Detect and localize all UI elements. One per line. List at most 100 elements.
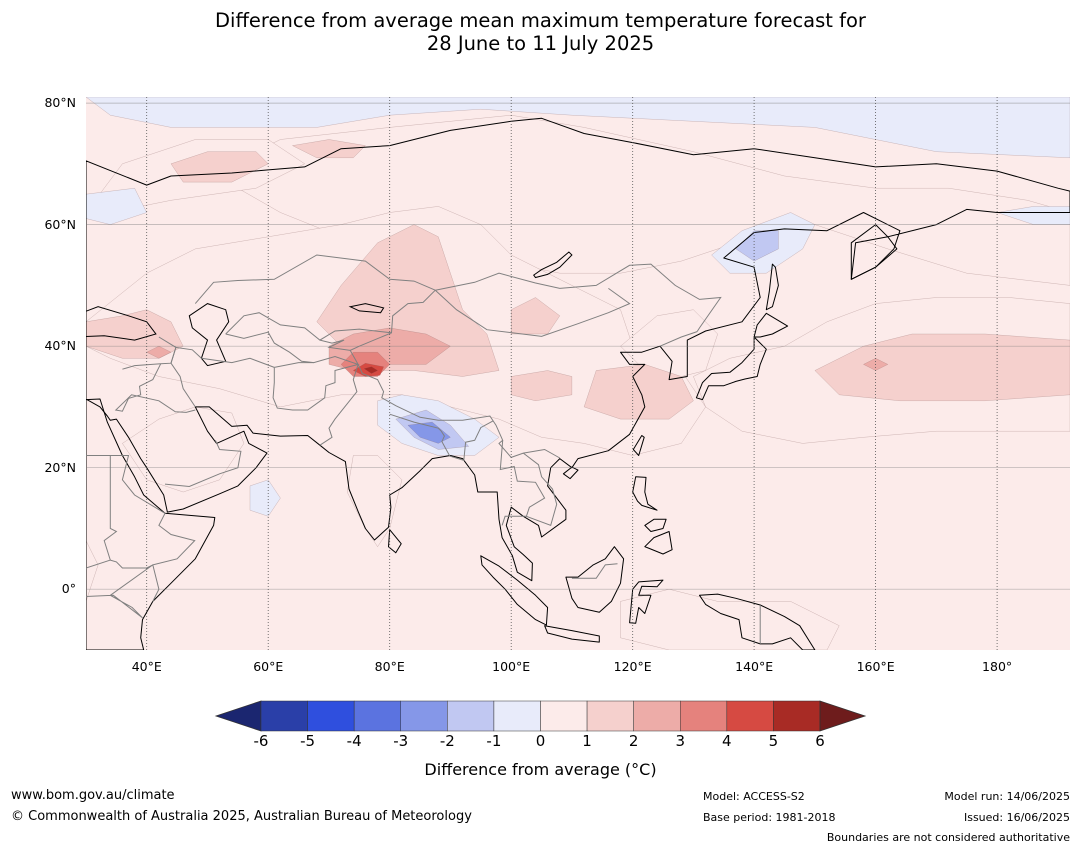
lon-label: 60°E <box>253 659 284 674</box>
border-horn-of-africa <box>98 455 196 602</box>
coastline-mindanao <box>644 531 673 555</box>
colorbar-swatch <box>353 700 402 732</box>
anomaly-region-arctic-cool <box>86 97 1070 159</box>
colorbar-swatch <box>493 700 541 732</box>
lat-label: 80°N <box>44 95 76 111</box>
colorbar-tick-label: 0 <box>535 732 546 750</box>
copyright-text: © Commonwealth of Australia 2025, Austra… <box>11 809 472 824</box>
colorbar-swatch <box>260 700 308 732</box>
anomaly-region-africa-warm <box>86 540 99 602</box>
lon-label: 40°E <box>131 659 162 674</box>
colorbar-swatch <box>307 700 355 732</box>
colorbar-tick-label: -1 <box>486 732 502 750</box>
colorbar-swatch <box>586 700 634 732</box>
colorbar-over-arrow <box>819 700 867 732</box>
border-layer <box>86 254 761 644</box>
border-china-west <box>349 332 561 459</box>
anomaly-region-china-warm-2 <box>583 364 694 420</box>
colorbar-tick-label: 4 <box>722 732 732 750</box>
colorbar-swatch <box>773 700 821 732</box>
coastline-sakhalin <box>765 263 779 311</box>
border-sudan <box>86 455 118 569</box>
base-period: Base period: 1981-2018 <box>703 811 836 824</box>
coastline-eurasia-mainland <box>86 117 1070 582</box>
lon-label: 100°E <box>492 659 531 674</box>
anomaly-region-pamir-warm-6 <box>363 366 379 374</box>
coastline-africa-horn <box>86 398 216 650</box>
anomaly-region-caspian-warm-3 <box>146 345 172 359</box>
coastline-layer <box>86 117 1070 650</box>
anomaly-region-india-warm <box>346 455 403 548</box>
border-uzbek-kyrgyz <box>319 339 351 351</box>
lake-black-sea <box>86 306 157 341</box>
coastline-borneo <box>565 546 625 613</box>
colorbar-tick-label: -2 <box>439 732 455 750</box>
coastline-taiwan <box>632 435 645 456</box>
forecast-map <box>86 97 1070 650</box>
coastline-java <box>544 625 600 643</box>
map-canvas <box>86 97 1070 650</box>
border-borneo-border <box>571 563 618 579</box>
border-russia-mongolia-china <box>435 263 722 332</box>
border-mongolia-china <box>434 287 631 337</box>
anomaly-region-mongolia-warm-2 <box>510 297 561 335</box>
colorbar-tick-label: 2 <box>628 732 639 750</box>
anomaly-region-bering-cool <box>997 206 1070 225</box>
colorbar-under-arrow <box>214 700 262 732</box>
border-east-africa <box>86 559 154 619</box>
border-kazakhstan-south <box>225 289 436 341</box>
colorbar-tick-label: 6 <box>815 732 825 750</box>
lat-label: 0° <box>61 581 76 597</box>
border-nepal-bangladesh-myanmar <box>389 413 494 462</box>
lon-label: 180° <box>982 659 1013 674</box>
border-iran <box>170 346 275 408</box>
anomaly-region-arabia-warm <box>122 406 245 493</box>
coastline-sulawesi <box>629 579 664 624</box>
lat-label: 20°N <box>44 459 76 475</box>
colorbar-tick-label: 5 <box>768 732 779 750</box>
colorbar-label: Difference from average (°C) <box>424 760 657 779</box>
coastline-new-guinea <box>699 593 816 650</box>
anomaly-region-pacific-warm-2 <box>814 333 1070 402</box>
model-name: Model: ACCESS-S2 <box>703 790 805 803</box>
lon-label: 80°E <box>374 659 405 674</box>
model-run-date: Model run: 14/06/2025 <box>944 790 1070 803</box>
colorbar-swatch <box>633 700 681 732</box>
lake-lake-balkhash <box>348 303 385 314</box>
lat-label: 40°N <box>44 338 76 354</box>
border-iraq-syria-saudi <box>114 363 196 413</box>
colorbar-swatch <box>726 700 774 732</box>
boundary-disclaimer: Boundaries are not considered authoritat… <box>826 831 1070 844</box>
coastline-japan-honshu <box>695 336 767 401</box>
border-russia-kazakhstan <box>194 254 436 304</box>
coastline-hainan <box>562 466 579 480</box>
colorbar-tick-label: -5 <box>300 732 316 750</box>
lon-label: 160°E <box>856 659 895 674</box>
colorbar-swatch <box>400 700 448 732</box>
anomaly-region-himalaya-cool-3 <box>407 421 451 444</box>
colorbar-tick-label: 1 <box>582 732 592 750</box>
lake-lake-baikal <box>532 251 573 279</box>
anomaly-region-west-arctic-cool <box>86 187 148 225</box>
lat-label: 60°N <box>44 216 76 232</box>
border-india-pakistan <box>319 364 359 446</box>
map-title-line2: 28 June to 11 July 2025 <box>426 32 655 55</box>
anomaly-region-southeast-asia-warm <box>620 588 840 650</box>
colorbar-tick-label: 3 <box>675 732 686 750</box>
colorbar-tick-label: -6 <box>253 732 269 750</box>
colorbar-swatch <box>540 700 588 732</box>
anomaly-region-siberia-warm-2 <box>291 139 366 159</box>
issued-date: Issued: 16/06/2025 <box>963 811 1070 824</box>
website-link[interactable]: www.bom.gov.au/climate <box>11 788 175 803</box>
anomaly-region-arabian-sea-cool <box>249 479 281 517</box>
lon-label: 120°E <box>613 659 652 674</box>
border-turkmen-uzbek <box>225 331 314 364</box>
border-afghanistan <box>272 355 360 411</box>
border-malaysia-thailand <box>501 515 527 526</box>
border-korea <box>659 331 698 347</box>
colorbar-tick-label: -4 <box>346 732 362 750</box>
lon-label: 140°E <box>735 659 774 674</box>
anomaly-region-sichuan-warm-2 <box>510 370 573 402</box>
coastline-sumatra <box>480 555 549 626</box>
border-turkey-east <box>122 336 177 370</box>
